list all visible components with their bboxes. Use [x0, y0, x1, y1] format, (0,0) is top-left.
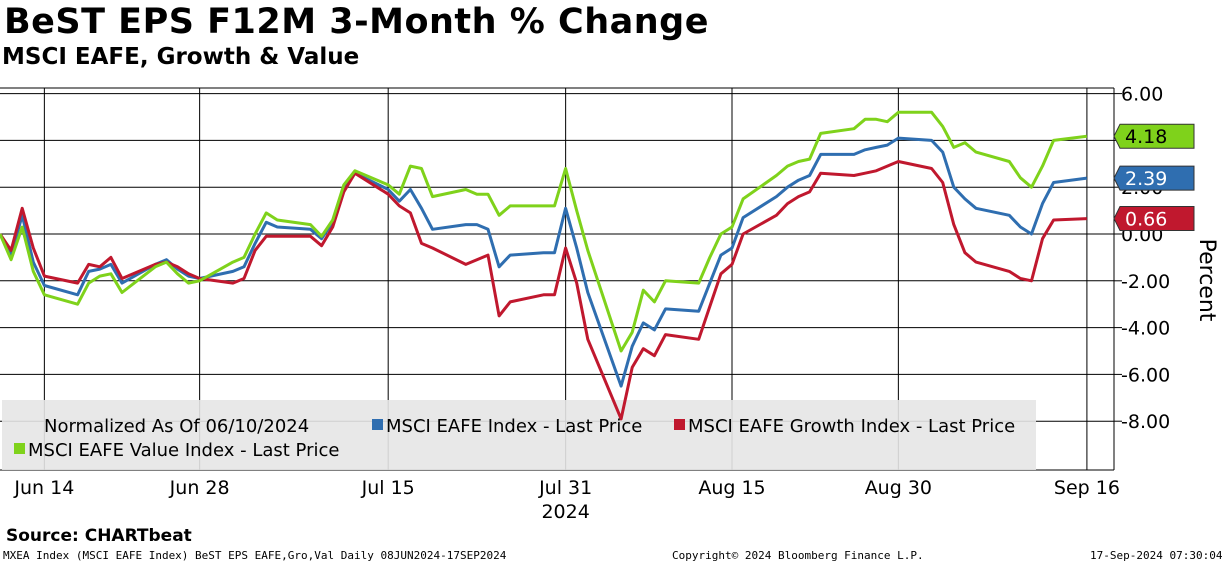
legend-box [2, 400, 1036, 470]
last-value-tag-index [1113, 165, 1195, 191]
legend-entry-value: MSCI EAFE Value Index - Last Price [28, 440, 339, 461]
legend-entry-index: MSCI EAFE Index - Last Price [386, 416, 642, 437]
x-tick-label: Aug 15 [698, 477, 765, 499]
x-tick-label: Aug 30 [865, 477, 932, 499]
x-tick-label: Jun 28 [169, 477, 230, 499]
last-value-tag-value [1113, 123, 1195, 149]
x-tick-label: Jun 14 [13, 477, 74, 499]
legend-swatch-index [372, 419, 383, 430]
legend-entry-growth: MSCI EAFE Growth Index - Last Price [688, 416, 1015, 437]
y-tick-label: -2.00 [1121, 271, 1170, 293]
chart-subtitle: MSCI EAFE, Growth & Value [2, 44, 360, 70]
chart-title: BeST EPS F12M 3-Month % Change [4, 2, 709, 42]
ticker-info: MXEA Index (MSCI EAFE Index) BeST EPS EA… [3, 549, 507, 562]
legend-note: Normalized As Of 06/10/2024 [44, 416, 309, 437]
legend-swatch-growth [674, 419, 685, 430]
legend-swatch-value [14, 443, 25, 454]
y-tick-label: -6.00 [1121, 364, 1170, 386]
x-tick-label: Jul 15 [361, 477, 415, 499]
y-tick-label: -4.00 [1121, 318, 1170, 340]
last-value-label-index: 2.39 [1125, 168, 1167, 190]
timestamp: 17-Sep-2024 07:30:04 [1090, 549, 1223, 562]
x-year-label: 2024 [541, 501, 589, 523]
y-tick-label: -8.00 [1121, 411, 1170, 433]
series-line-value [0, 110, 1088, 353]
y-tick-label: 6.00 [1121, 84, 1163, 106]
last-value-label-value: 4.18 [1125, 126, 1167, 148]
last-value-label-growth: 0.66 [1125, 209, 1167, 231]
copyright-text: Copyright© 2024 Bloomberg Finance L.P. [672, 549, 924, 562]
x-tick-label: Jul 31 [538, 477, 592, 499]
series-line-growth [0, 160, 1087, 421]
x-tick-label: Sep 16 [1054, 477, 1120, 499]
last-value-tag-growth [1113, 206, 1195, 232]
y-axis-title: Percent [1194, 239, 1219, 322]
source-label: Source: CHARTbeat [6, 526, 192, 546]
